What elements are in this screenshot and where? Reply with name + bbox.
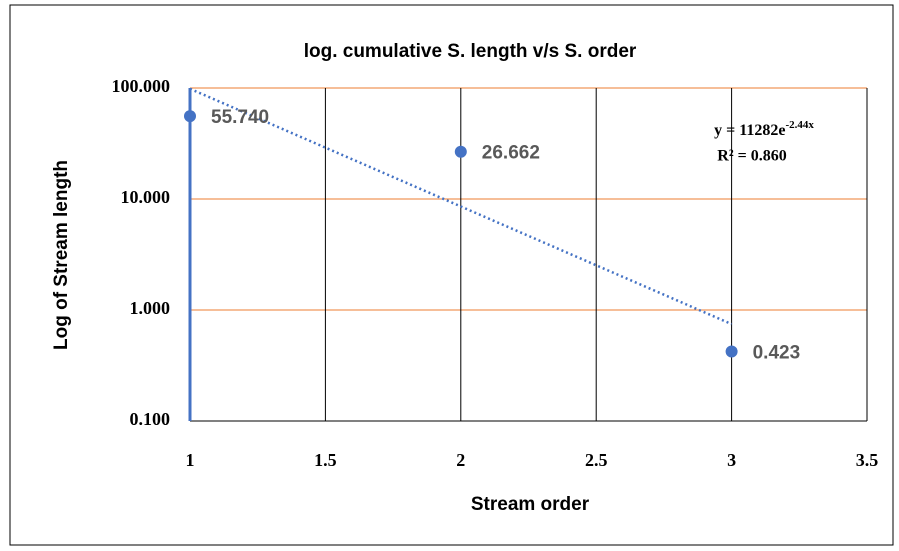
- x-tick-label: 3.5: [856, 450, 879, 470]
- x-tick-label: 2: [456, 450, 465, 470]
- x-tick-label: 1.5: [314, 450, 337, 470]
- data-label: 55.740: [211, 107, 269, 128]
- equation-exponent: -2.44x: [785, 119, 814, 131]
- y-tick-label: 100.000: [112, 76, 171, 96]
- trendline: [189, 87, 733, 326]
- point: [725, 345, 738, 358]
- r-squared: R² = 0.860: [717, 148, 786, 165]
- data-label: 26.662: [482, 143, 540, 164]
- chart-title: log. cumulative S. length v/s S. order: [304, 41, 637, 62]
- x-tick-label: 1: [186, 450, 195, 470]
- equation: y = 11282e: [714, 122, 785, 139]
- chart-frame: [9, 4, 894, 546]
- x-tick-label: 3: [727, 450, 736, 470]
- x-axis-label: Stream order: [471, 494, 590, 515]
- y-tick-label: 10.000: [121, 187, 171, 207]
- data-label: 0.423: [753, 342, 801, 363]
- point: [454, 145, 467, 158]
- y-axis-label: Log of Stream length: [51, 160, 72, 350]
- y-tick-label: 0.100: [130, 409, 171, 429]
- y-tick-label: 1.000: [130, 298, 171, 318]
- point: [184, 110, 196, 123]
- x-tick-label: 2.5: [585, 450, 608, 470]
